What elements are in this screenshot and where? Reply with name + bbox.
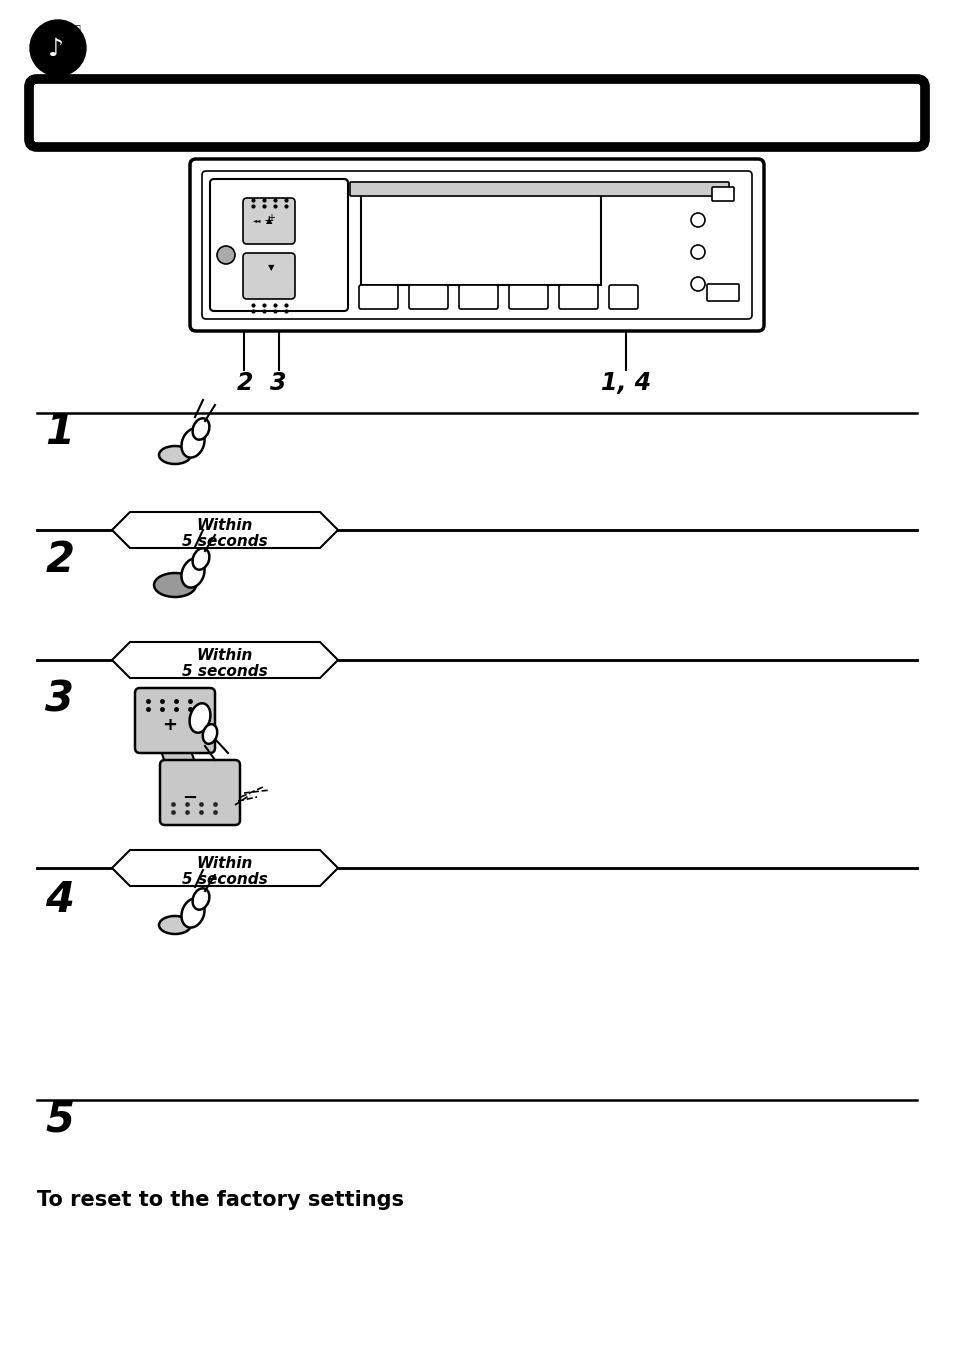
FancyBboxPatch shape xyxy=(458,285,497,309)
Circle shape xyxy=(216,247,234,264)
FancyBboxPatch shape xyxy=(409,285,448,309)
Text: +: + xyxy=(263,214,274,228)
Text: 2  3: 2 3 xyxy=(236,371,286,396)
FancyBboxPatch shape xyxy=(190,159,763,331)
Text: 5: 5 xyxy=(46,1099,74,1141)
Text: To reset to the factory settings: To reset to the factory settings xyxy=(37,1190,403,1210)
FancyBboxPatch shape xyxy=(608,285,638,309)
Circle shape xyxy=(30,20,86,76)
FancyBboxPatch shape xyxy=(160,760,240,825)
FancyBboxPatch shape xyxy=(711,187,733,201)
Ellipse shape xyxy=(181,428,204,458)
Text: 3: 3 xyxy=(46,679,74,721)
Polygon shape xyxy=(112,642,337,678)
Ellipse shape xyxy=(159,446,191,463)
Text: 🔑: 🔑 xyxy=(74,23,80,33)
Polygon shape xyxy=(160,748,214,820)
Text: 5 seconds: 5 seconds xyxy=(182,664,268,679)
Polygon shape xyxy=(112,850,337,886)
Ellipse shape xyxy=(159,916,191,934)
Ellipse shape xyxy=(193,419,210,439)
FancyBboxPatch shape xyxy=(509,285,547,309)
FancyBboxPatch shape xyxy=(350,182,728,196)
Text: ▼: ▼ xyxy=(268,263,274,272)
Polygon shape xyxy=(112,512,337,547)
FancyBboxPatch shape xyxy=(243,198,294,244)
FancyBboxPatch shape xyxy=(358,285,397,309)
Text: 5 seconds: 5 seconds xyxy=(182,873,268,888)
Ellipse shape xyxy=(193,889,210,909)
FancyBboxPatch shape xyxy=(29,79,924,146)
FancyBboxPatch shape xyxy=(210,179,348,312)
Ellipse shape xyxy=(190,703,211,733)
FancyBboxPatch shape xyxy=(202,171,751,318)
Text: 2: 2 xyxy=(46,539,74,581)
Ellipse shape xyxy=(203,724,217,744)
Ellipse shape xyxy=(181,898,204,928)
Text: Within: Within xyxy=(196,649,253,664)
Text: +: + xyxy=(162,717,177,734)
FancyBboxPatch shape xyxy=(706,285,739,301)
Text: 5 seconds: 5 seconds xyxy=(182,534,268,550)
Ellipse shape xyxy=(153,573,195,598)
Text: Within: Within xyxy=(196,856,253,871)
Ellipse shape xyxy=(181,558,204,588)
FancyBboxPatch shape xyxy=(243,253,294,299)
Text: ◄◄: ◄◄ xyxy=(253,218,261,224)
Text: ♪: ♪ xyxy=(48,37,64,61)
Text: 1, 4: 1, 4 xyxy=(600,371,651,396)
Text: ▲: ▲ xyxy=(266,217,272,225)
Text: Within: Within xyxy=(196,519,253,534)
Text: −: − xyxy=(182,789,197,806)
Circle shape xyxy=(690,213,704,228)
Circle shape xyxy=(690,245,704,259)
Text: 4: 4 xyxy=(46,879,74,921)
FancyBboxPatch shape xyxy=(135,688,214,753)
Ellipse shape xyxy=(193,549,210,569)
Text: 1: 1 xyxy=(46,411,74,453)
FancyBboxPatch shape xyxy=(558,285,598,309)
Bar xyxy=(360,195,600,285)
Circle shape xyxy=(690,276,704,291)
Text: +: + xyxy=(267,213,274,224)
